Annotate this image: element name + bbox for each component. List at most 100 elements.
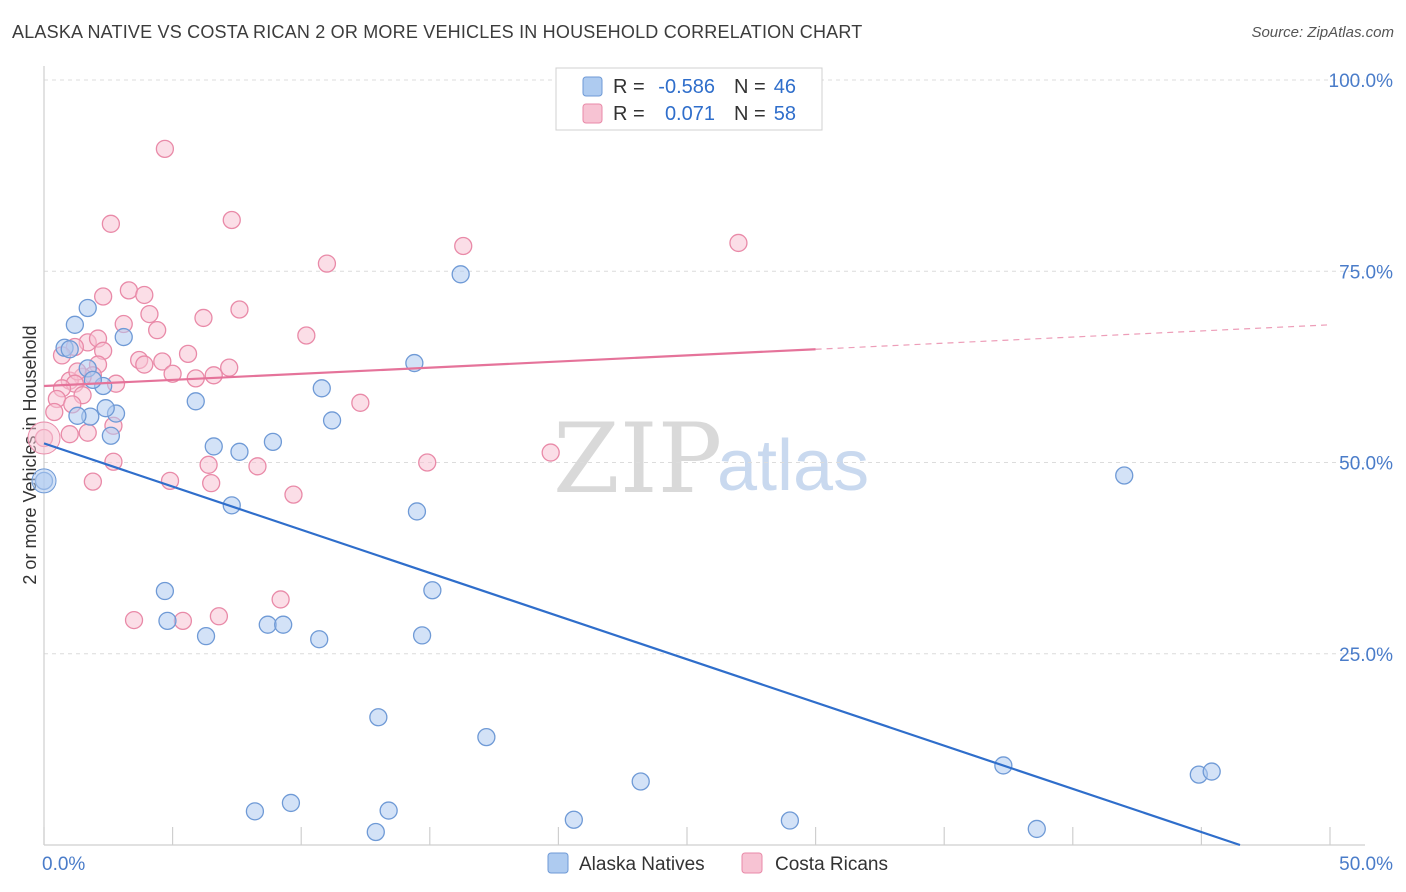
alaska-natives-point (423, 581, 442, 600)
alaska-natives-point (312, 379, 331, 398)
costa-ricans-point (284, 485, 303, 504)
trend-lines (43, 324, 1331, 847)
alaska-natives-point (83, 370, 103, 390)
alaska-natives-point (780, 811, 800, 830)
alaska-natives-point (96, 399, 115, 418)
legend-n-label-2: N = (734, 103, 766, 125)
costa-ricans-trend-line (43, 348, 816, 388)
costa-ricans-point (222, 210, 241, 230)
costa-ricans-point (119, 281, 139, 300)
alaska-natives-point (379, 801, 398, 820)
alaska-natives-point (412, 626, 432, 645)
alaska-natives-point (451, 265, 470, 284)
alaska-natives-point (1027, 819, 1046, 839)
costa-ricans-point (248, 457, 267, 476)
alaska-natives-point (78, 298, 97, 318)
costa-ricans-point (124, 610, 144, 630)
costa-ricans-point (454, 236, 473, 256)
alaska-natives-point (114, 327, 133, 347)
watermark-atlas: atlas (717, 426, 869, 506)
alaska-natives-point (366, 822, 385, 842)
legend-r-label-1: R = (613, 76, 645, 98)
costa-ricans-point (541, 443, 560, 462)
legend-n-value-1: 46 (774, 76, 796, 98)
costa-ricans-trend-extension (815, 324, 1331, 350)
alaska-natives-point (631, 772, 650, 791)
x-tick-labels: 0.0% 50.0% (42, 854, 1393, 875)
source-credit: Source: ZipAtlas.com (1251, 24, 1394, 41)
y-tick-label: 100.0% (1329, 71, 1394, 92)
costa-ricans-point (45, 402, 64, 422)
costa-ricans-point (351, 393, 370, 412)
alaska-natives-point (245, 802, 265, 821)
alaska-natives-point (564, 810, 583, 829)
gridlines (44, 79, 1365, 655)
costa-ricans-point (135, 285, 154, 305)
axes (43, 66, 1365, 846)
alaska-natives-point (155, 581, 175, 601)
bottom-legend-label-costa-ricans: Costa Ricans (775, 854, 888, 875)
alaska-natives-point (204, 437, 223, 456)
alaska-natives-point (322, 411, 342, 430)
costa-ricans-point (83, 472, 103, 491)
costa-ricans-point (199, 455, 218, 474)
alaska-natives-point (281, 793, 301, 813)
legend-n-label-1: N = (734, 76, 766, 98)
alaska-natives-point (1202, 762, 1221, 781)
y-tick-labels: 25.0% 50.0% 75.0% 100.0% (1329, 71, 1394, 666)
costa-ricans-point (220, 358, 239, 377)
y-axis-label: 2 or more Vehicles in Household (20, 325, 40, 584)
bottom-legend-swatch-costa-ricans (741, 852, 763, 874)
series-legend: Alaska Natives Costa Ricans (547, 852, 888, 875)
legend-r-label-2: R = (613, 103, 645, 125)
costa-ricans-point (418, 453, 437, 472)
x-tick-label: 50.0% (1339, 854, 1393, 875)
costa-ricans-point (317, 254, 337, 273)
costa-ricans-point (94, 287, 113, 306)
y-tick-label: 50.0% (1339, 454, 1393, 475)
costa-ricans-points (27, 139, 748, 631)
alaska-natives-point (230, 442, 249, 461)
costa-ricans-point (155, 139, 175, 159)
costa-ricans-point (194, 308, 213, 328)
alaska-natives-point (196, 627, 216, 646)
alaska-natives-point (274, 615, 293, 634)
chart-title: ALASKA NATIVE VS COSTA RICAN 2 OR MORE V… (12, 22, 863, 42)
alaska-natives-point (258, 615, 277, 634)
costa-ricans-point (729, 233, 748, 253)
legend-r-value-1: -0.586 (658, 76, 715, 98)
costa-ricans-point (140, 304, 159, 324)
alaska-natives-point (310, 630, 329, 649)
alaska-natives-point (263, 432, 283, 451)
alaska-natives-point (60, 340, 79, 359)
costa-ricans-point (148, 321, 167, 340)
y-tick-label: 25.0% (1339, 645, 1393, 666)
costa-ricans-point (60, 425, 79, 444)
bottom-legend-label-alaska-natives: Alaska Natives (579, 854, 705, 875)
legend-swatch-alaska-natives (582, 76, 603, 97)
alaska-natives-point (101, 426, 121, 445)
costa-ricans-point (204, 366, 223, 385)
alaska-natives-point (158, 611, 177, 631)
costa-ricans-point (202, 474, 221, 493)
alaska-natives-point (68, 406, 87, 425)
alaska-natives-point (31, 468, 57, 494)
alaska-natives-point (477, 727, 496, 747)
alaska-natives-point (369, 708, 388, 727)
alaska-natives-points (31, 265, 1221, 842)
costa-ricans-point (209, 607, 229, 626)
costa-ricans-point (230, 300, 249, 319)
costa-ricans-point (178, 344, 198, 364)
y-tick-label: 75.0% (1339, 262, 1393, 283)
alaska-natives-point (1115, 466, 1134, 485)
legend-r-value-2: 0.071 (665, 103, 715, 125)
costa-ricans-point (101, 214, 121, 233)
bottom-legend-swatch-alaska-natives (547, 852, 569, 874)
stats-legend: R = -0.586 N = 46 R = 0.071 N = 58 (555, 67, 823, 131)
legend-n-value-2: 58 (774, 103, 796, 125)
alaska-natives-point (186, 392, 205, 411)
alaska-natives-point (407, 502, 427, 521)
x-tick-label: 0.0% (42, 854, 85, 875)
costa-ricans-point (153, 352, 172, 371)
